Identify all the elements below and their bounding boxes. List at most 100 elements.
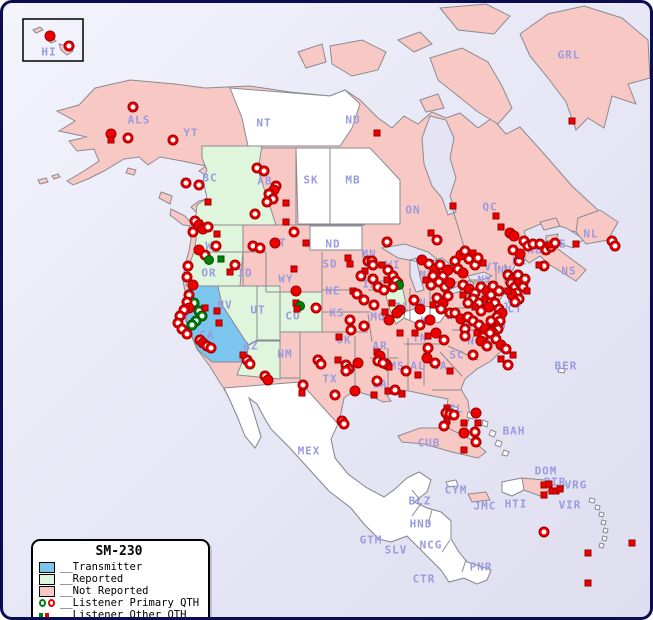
- hawaii-inset-box: [22, 18, 84, 62]
- region-ut: [256, 285, 281, 341]
- red-open-circle-icon: [48, 599, 55, 607]
- listener-primary-marker: [550, 238, 560, 248]
- listener-primary-marker: [510, 297, 520, 307]
- listener-other-marker: [227, 269, 233, 275]
- listener-other-marker: [294, 306, 300, 312]
- listener-primary-marker: [436, 304, 446, 314]
- listener-cluster-marker: [497, 308, 507, 318]
- listener-primary-marker: [259, 166, 269, 176]
- listener-primary-marker: [368, 274, 378, 284]
- listener-other-marker: [480, 260, 486, 266]
- region-label-sc: SC: [449, 348, 465, 362]
- listener-other-marker: [384, 277, 390, 283]
- region-label-ab: AB: [257, 174, 273, 188]
- listener-cluster-marker: [384, 315, 394, 325]
- legend-item-not-reported: __Not Reported: [39, 585, 199, 597]
- green-square-icon: [39, 613, 43, 617]
- listener-other-marker: [303, 240, 309, 246]
- legend-box: SM-230 __Transmitter __Reported __Not Re…: [31, 539, 211, 617]
- region-mexico-central-america: [223, 381, 492, 585]
- listener-primary-marker: [439, 335, 449, 345]
- region-label-ne: NE: [325, 284, 341, 298]
- listener-cluster-marker: [425, 315, 435, 325]
- listener-other-marker: [336, 334, 342, 340]
- region-label-blz: BLZ: [408, 494, 432, 508]
- listener-primary-marker: [211, 241, 221, 251]
- listener-cluster-marker: [269, 185, 279, 195]
- listener-primary-marker: [383, 265, 393, 275]
- region-label-nu: NU: [345, 113, 361, 127]
- listener-primary-marker: [610, 241, 620, 251]
- primary-qth-marker-icons: [39, 599, 55, 607]
- listener-cluster-marker: [515, 249, 525, 259]
- region-label-mo: MO: [370, 310, 386, 324]
- listener-other-marker: [524, 288, 530, 294]
- region-label-tx: TX: [322, 372, 338, 386]
- listener-primary-marker: [316, 359, 326, 369]
- listener-cluster-marker: [507, 290, 517, 300]
- listener-primary-marker: [409, 295, 419, 305]
- listener-other-marker: [553, 488, 559, 494]
- listener-primary-marker: [501, 344, 511, 354]
- listener-primary-marker: [486, 316, 496, 326]
- listener-primary-marker: [372, 376, 382, 386]
- listener-cluster-marker: [106, 129, 116, 139]
- listener-cluster-marker: [509, 231, 519, 241]
- other-qth-marker-icons: [39, 613, 55, 617]
- listener-cluster-marker: [291, 286, 301, 296]
- listener-other-marker: [216, 320, 222, 326]
- listener-other-marker: [412, 330, 418, 336]
- greenland: [519, 5, 650, 131]
- region-label-ns: NS: [561, 264, 577, 278]
- listener-primary-marker: [488, 281, 498, 291]
- region-label-ar: AR: [372, 339, 388, 353]
- listener-other-marker: [541, 492, 547, 498]
- listener-cluster-marker: [430, 264, 440, 274]
- region-label-ks: KS: [329, 306, 345, 320]
- listener-primary-marker: [339, 419, 349, 429]
- listener-cluster-marker: [484, 302, 494, 312]
- listener-primary-marker: [352, 289, 362, 299]
- listener-other-marker: [475, 420, 481, 426]
- region-label-co: CO: [285, 309, 301, 323]
- listener-cluster-marker: [459, 428, 469, 438]
- listener-primary-green-marker: [187, 320, 197, 330]
- listener-primary-marker: [250, 209, 260, 219]
- listener-primary-marker: [426, 280, 436, 290]
- region-label-mex: MEX: [297, 444, 321, 458]
- listener-cluster-marker: [45, 31, 55, 41]
- listener-other-marker: [345, 255, 351, 261]
- listener-primary-marker: [434, 277, 444, 287]
- listener-other-marker: [505, 288, 511, 294]
- listener-primary-marker: [460, 246, 470, 256]
- region-label-qc: QC: [482, 200, 498, 214]
- listener-other-marker: [382, 309, 388, 315]
- listener-other-marker: [371, 392, 377, 398]
- listener-other-marker: [415, 372, 421, 378]
- listener-primary-green-marker: [197, 311, 207, 321]
- listener-other-marker: [430, 302, 436, 308]
- listener-primary-marker: [432, 293, 442, 303]
- listener-other-marker: [374, 130, 380, 136]
- vancouver-island: [158, 191, 196, 227]
- listener-primary-marker: [346, 325, 356, 335]
- listener-primary-marker: [428, 271, 438, 281]
- legend-item-label: __Transmitter: [60, 561, 143, 573]
- listener-other-marker: [425, 333, 431, 339]
- listener-cluster-marker: [194, 245, 204, 255]
- transmitter-swatch: [39, 561, 55, 573]
- listener-other-marker: [470, 250, 476, 256]
- region-label-yt: YT: [183, 126, 199, 140]
- listener-primary-marker: [181, 178, 191, 188]
- listener-primary-marker: [471, 437, 481, 447]
- region-label-hti: HTI: [504, 497, 528, 511]
- listener-cluster-marker: [476, 336, 486, 346]
- listener-primary-marker: [203, 222, 213, 232]
- listener-cluster-marker: [456, 314, 466, 324]
- listener-other-marker: [389, 300, 395, 306]
- listener-primary-marker: [443, 291, 453, 301]
- region-label-ct: CT: [507, 302, 523, 316]
- region-label-nl: NL: [583, 227, 599, 241]
- listener-other-marker: [585, 580, 591, 586]
- listener-primary-marker: [520, 274, 530, 284]
